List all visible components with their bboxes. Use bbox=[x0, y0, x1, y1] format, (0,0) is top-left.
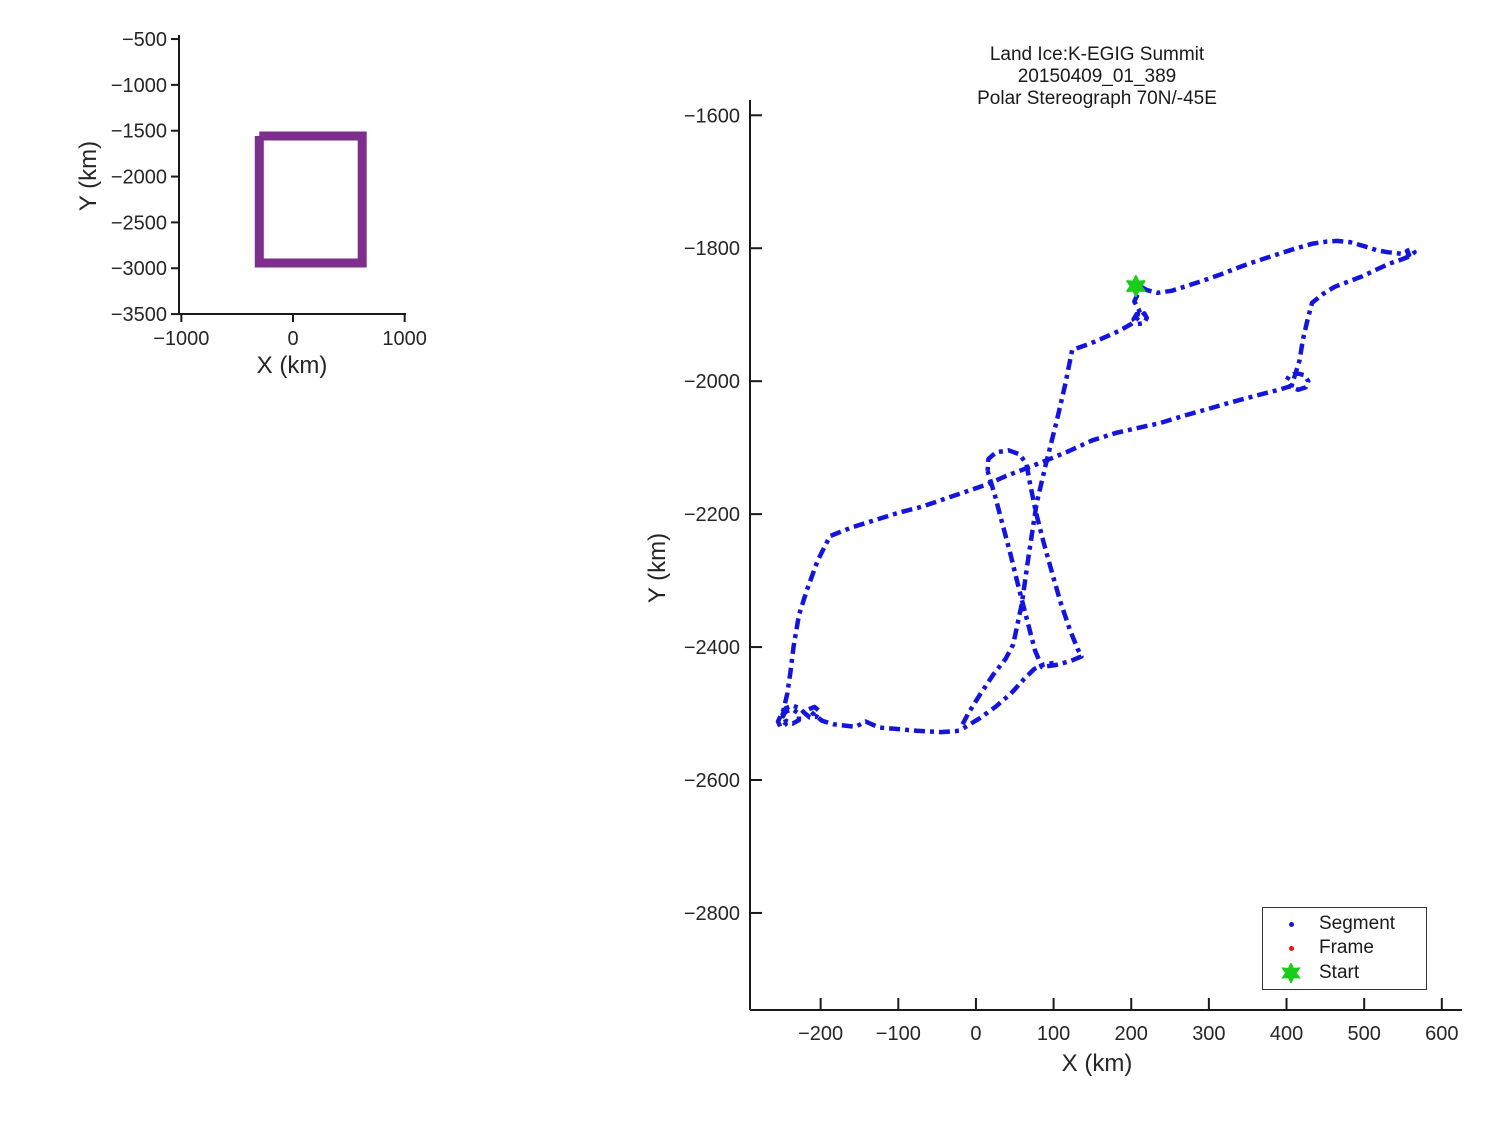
inset-y-tick-label: −2500 bbox=[111, 212, 167, 234]
title-line-2: 20150409_01_389 bbox=[1017, 66, 1177, 87]
flight-track-segment bbox=[962, 660, 1054, 731]
main-plot-title: Land Ice:K-EGIG Summit 20150409_01_389 P… bbox=[977, 44, 1217, 110]
start-marker bbox=[1126, 275, 1146, 298]
legend-star-icon bbox=[1263, 962, 1319, 983]
main-x-tick-label: 300 bbox=[1192, 1023, 1225, 1045]
inset-y-axis-label: Y (km) bbox=[75, 140, 102, 212]
flight-track-segment bbox=[775, 238, 1417, 735]
title-line-3: Polar Stereograph 70N/-45E bbox=[977, 88, 1217, 109]
main-y-tick-label: −2400 bbox=[684, 637, 740, 659]
legend-dot-icon bbox=[1263, 921, 1319, 927]
inset-y-tick-label: −2000 bbox=[111, 167, 167, 189]
main-x-tick-label: 200 bbox=[1115, 1023, 1148, 1045]
main-y-axis-label: Y (km) bbox=[644, 532, 671, 604]
legend-dot-icon bbox=[1263, 945, 1319, 951]
main-y-tick-label: −2200 bbox=[684, 504, 740, 526]
inset-x-tick-label: 1000 bbox=[382, 328, 427, 350]
legend-item-start: Start bbox=[1263, 961, 1426, 985]
flight-track-segment bbox=[985, 448, 1084, 670]
legend-label: Segment bbox=[1319, 913, 1396, 935]
inset-y-tick-label: −3500 bbox=[111, 304, 167, 326]
legend-item-frame: Frame bbox=[1263, 936, 1426, 960]
legend-label: Frame bbox=[1319, 937, 1374, 959]
main-y-tick-label: −2600 bbox=[684, 770, 740, 792]
inset-x-axis-label: X (km) bbox=[256, 352, 328, 379]
main-y-tick-label: −1600 bbox=[684, 105, 740, 127]
main-y-tick-label: −1800 bbox=[684, 238, 740, 260]
hexagram-shape bbox=[1281, 962, 1301, 983]
main-x-tick-label: 500 bbox=[1347, 1023, 1380, 1045]
main-x-axis-label: X (km) bbox=[1061, 1050, 1133, 1077]
main-x-tick-label: 400 bbox=[1270, 1023, 1303, 1045]
main-y-tick-label: −2000 bbox=[684, 371, 740, 393]
main-x-tick-label: 100 bbox=[1037, 1023, 1070, 1045]
inset-y-tick-label: −3000 bbox=[111, 258, 167, 280]
dot-icon bbox=[1288, 921, 1294, 927]
main-x-tick-label: 0 bbox=[970, 1023, 981, 1045]
hexagram-icon bbox=[1281, 962, 1301, 983]
inset-x-tick-label: −1000 bbox=[153, 328, 209, 350]
main-x-tick-label: −200 bbox=[798, 1023, 843, 1045]
dot-icon bbox=[1288, 945, 1294, 951]
legend-item-segment: Segment bbox=[1263, 912, 1426, 936]
main-x-tick-label: 600 bbox=[1425, 1023, 1458, 1045]
legend-label: Start bbox=[1319, 961, 1360, 983]
main-x-tick-label: −100 bbox=[876, 1023, 921, 1045]
inset-coverage-box bbox=[254, 131, 367, 268]
main-y-tick-label: −2800 bbox=[684, 903, 740, 925]
flight-track-segment bbox=[959, 285, 1150, 728]
title-line-1: Land Ice:K-EGIG Summit bbox=[989, 44, 1205, 65]
inset-y-tick-label: −1000 bbox=[111, 75, 167, 97]
inset-y-tick-label: −500 bbox=[122, 29, 167, 51]
inset-y-tick-label: −1500 bbox=[111, 121, 167, 143]
legend: Segment Frame Start bbox=[1262, 907, 1427, 990]
inset-x-tick-label: 0 bbox=[287, 328, 298, 350]
